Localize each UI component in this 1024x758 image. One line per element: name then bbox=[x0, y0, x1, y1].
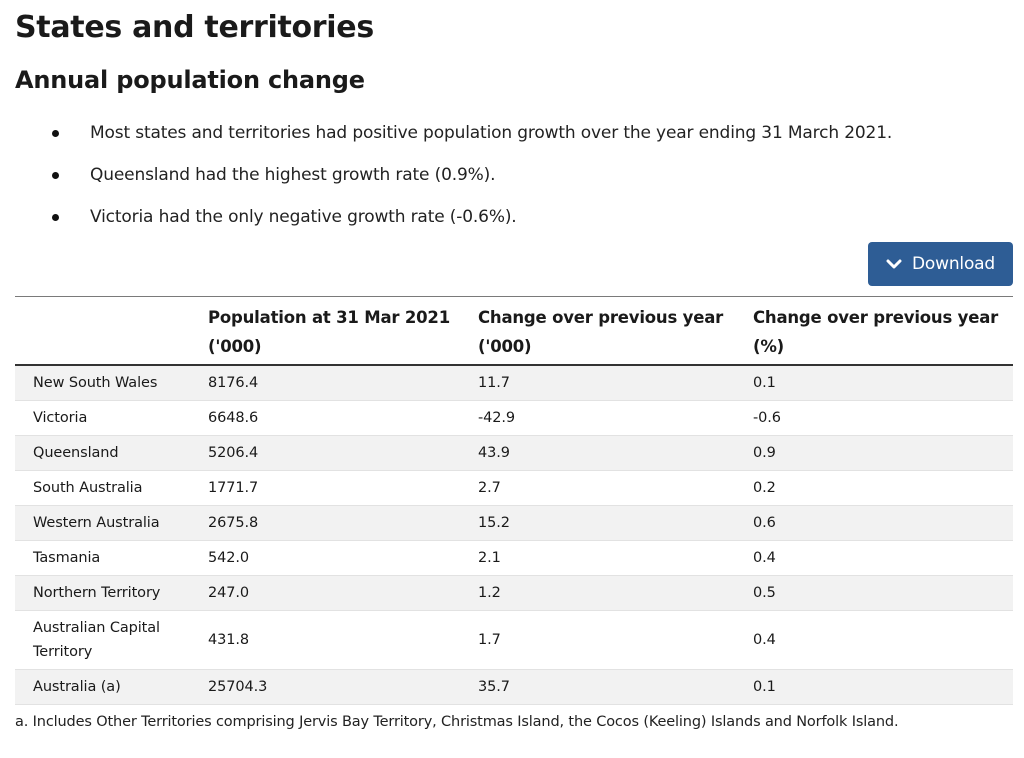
table-row: Western Australia 2675.8 15.2 0.6 bbox=[15, 505, 1013, 541]
population-table: Population at 31 Mar 2021 ('000) Change … bbox=[15, 296, 1013, 705]
table-row: South Australia 1771.7 2.7 0.2 bbox=[15, 470, 1013, 506]
change-percent-cell: 0.4 bbox=[753, 610, 1013, 670]
region-cell: Victoria bbox=[15, 400, 208, 436]
change-percent-cell: 0.1 bbox=[753, 669, 1013, 705]
table-row: New South Wales 8176.4 11.7 0.1 bbox=[15, 365, 1013, 401]
change-cell: -42.9 bbox=[478, 400, 753, 436]
change-percent-cell: 0.9 bbox=[753, 435, 1013, 471]
table-row: Victoria 6648.6 -42.9 -0.6 bbox=[15, 400, 1013, 436]
change-cell: 2.7 bbox=[478, 470, 753, 506]
region-cell: Western Australia bbox=[15, 505, 208, 541]
section-heading: Annual population change bbox=[15, 66, 365, 94]
population-cell: 6648.6 bbox=[208, 400, 478, 436]
population-cell: 542.0 bbox=[208, 540, 478, 576]
table-row: Australian Capital Territory 431.8 1.7 0… bbox=[15, 610, 1013, 670]
population-cell: 25704.3 bbox=[208, 669, 478, 705]
table-row: Northern Territory 247.0 1.2 0.5 bbox=[15, 575, 1013, 611]
change-cell: 43.9 bbox=[478, 435, 753, 471]
change-cell: 2.1 bbox=[478, 540, 753, 576]
change-percent-cell: 0.4 bbox=[753, 540, 1013, 576]
region-cell: Australian Capital Territory bbox=[15, 610, 208, 670]
change-percent-cell: -0.6 bbox=[753, 400, 1013, 436]
bullet-icon bbox=[52, 130, 59, 137]
summary-text: Victoria had the only negative growth ra… bbox=[90, 207, 517, 227]
population-cell: 247.0 bbox=[208, 575, 478, 611]
change-cell: 15.2 bbox=[478, 505, 753, 541]
bullet-icon bbox=[52, 214, 59, 221]
population-cell: 8176.4 bbox=[208, 365, 478, 401]
change-percent-cell: 0.6 bbox=[753, 505, 1013, 541]
change-cell: 35.7 bbox=[478, 669, 753, 705]
table-row: Tasmania 542.0 2.1 0.4 bbox=[15, 540, 1013, 576]
column-header-change-000: Change over previous year ('000) bbox=[478, 296, 753, 366]
table-row: Queensland 5206.4 43.9 0.9 bbox=[15, 435, 1013, 471]
change-percent-cell: 0.1 bbox=[753, 365, 1013, 401]
column-header-change-percent: Change over previous year (%) bbox=[753, 296, 1013, 366]
summary-item: Victoria had the only negative growth ra… bbox=[0, 196, 892, 238]
page-title: States and territories bbox=[15, 10, 374, 45]
population-cell: 431.8 bbox=[208, 610, 478, 670]
summary-text: Queensland had the highest growth rate (… bbox=[90, 165, 496, 185]
column-header-population: Population at 31 Mar 2021 ('000) bbox=[208, 296, 478, 366]
region-cell: Tasmania bbox=[15, 540, 208, 576]
chevron-down-icon bbox=[886, 258, 902, 270]
download-label: Download bbox=[912, 254, 995, 274]
bullet-icon bbox=[52, 172, 59, 179]
change-cell: 1.2 bbox=[478, 575, 753, 611]
region-cell: Queensland bbox=[15, 435, 208, 471]
change-percent-cell: 0.2 bbox=[753, 470, 1013, 506]
summary-item: Most states and territories had positive… bbox=[0, 112, 892, 154]
change-cell: 11.7 bbox=[478, 365, 753, 401]
table-row-total: Australia (a) 25704.3 35.7 0.1 bbox=[15, 669, 1013, 705]
change-cell: 1.7 bbox=[478, 610, 753, 670]
region-cell: Northern Territory bbox=[15, 575, 208, 611]
summary-item: Queensland had the highest growth rate (… bbox=[0, 154, 892, 196]
region-cell: New South Wales bbox=[15, 365, 208, 401]
column-header-region bbox=[15, 296, 208, 366]
table-footnote: a. Includes Other Territories comprising… bbox=[15, 714, 899, 730]
region-cell: South Australia bbox=[15, 470, 208, 506]
table-header-row: Population at 31 Mar 2021 ('000) Change … bbox=[15, 296, 1013, 366]
summary-text: Most states and territories had positive… bbox=[90, 123, 893, 143]
population-cell: 2675.8 bbox=[208, 505, 478, 541]
summary-list: Most states and territories had positive… bbox=[0, 112, 892, 238]
population-cell: 5206.4 bbox=[208, 435, 478, 471]
region-cell: Australia (a) bbox=[15, 669, 208, 705]
change-percent-cell: 0.5 bbox=[753, 575, 1013, 611]
download-button[interactable]: Download bbox=[868, 242, 1013, 286]
population-cell: 1771.7 bbox=[208, 470, 478, 506]
